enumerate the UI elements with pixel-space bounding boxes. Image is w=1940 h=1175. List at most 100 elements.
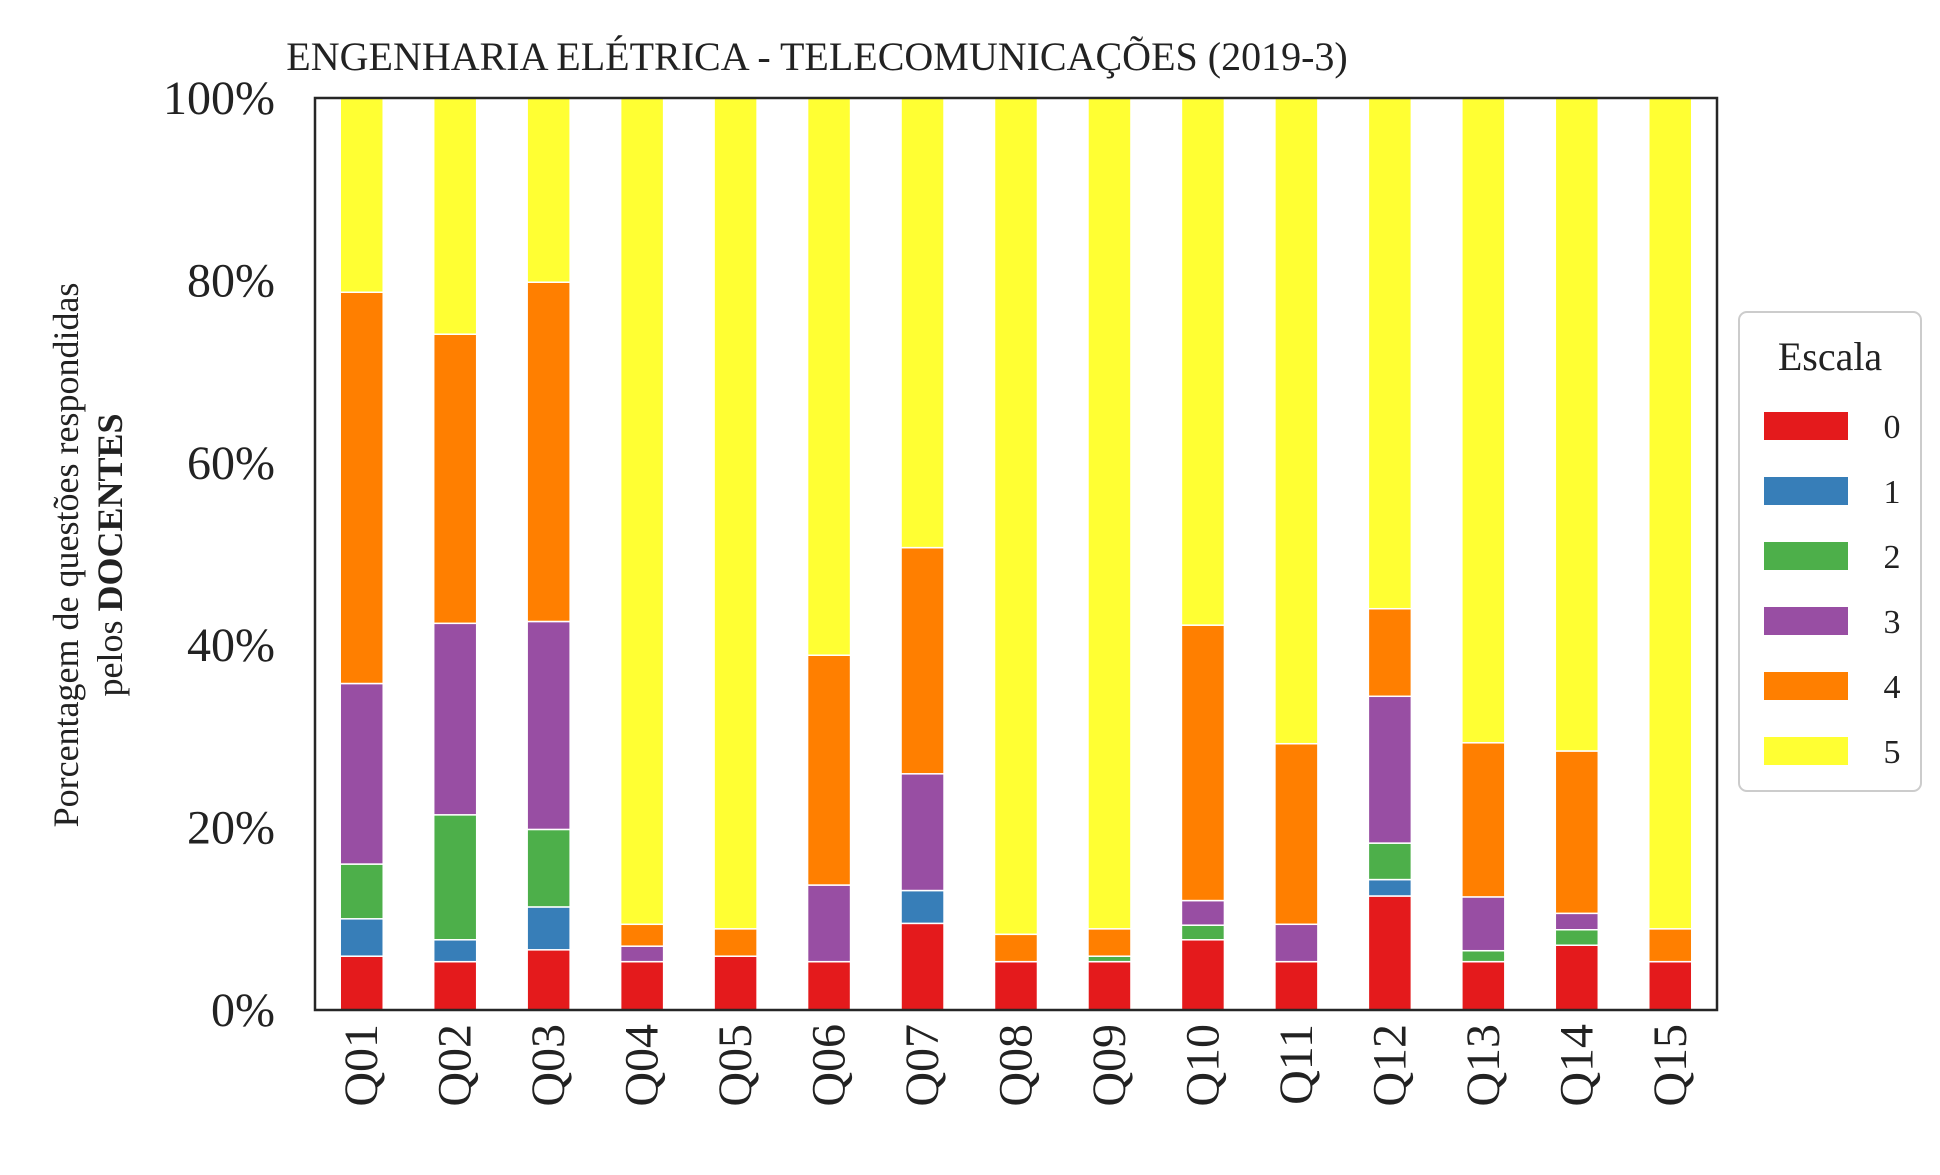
bar-segment-q02-scale-4 xyxy=(432,333,478,625)
x-tick-label-q05: Q05 xyxy=(709,1024,762,1107)
bar-segment-q13-scale-4 xyxy=(1461,742,1506,898)
bar-segment-q06-scale-3 xyxy=(806,884,852,963)
plot-frame xyxy=(313,96,1719,1012)
bar-segment-q14-scale-4 xyxy=(1554,750,1600,915)
y-axis-label: Porcentagem de questões respondidas pelo… xyxy=(46,283,130,828)
x-tick-label-q07: Q07 xyxy=(896,1024,949,1107)
y-axis-label-line2: pelos DOCENTES xyxy=(90,413,130,696)
legend-label-0: 0 xyxy=(1884,409,1901,446)
bar-segment-q13-scale-5 xyxy=(1461,97,1506,744)
bar-segment-q05-scale-5 xyxy=(713,97,758,930)
bar-segment-q06-scale-0 xyxy=(806,960,852,1011)
bar-segment-q12-scale-5 xyxy=(1367,97,1413,610)
bar-segment-q14-scale-2 xyxy=(1554,928,1600,946)
bar-segment-q01-scale-0 xyxy=(339,955,384,1011)
bar-segment-q15-scale-0 xyxy=(1648,960,1693,1011)
legend-label-1: 1 xyxy=(1884,474,1901,511)
bar-segment-q10-scale-3 xyxy=(1180,899,1226,926)
bar-segment-q11-scale-5 xyxy=(1274,97,1319,745)
legend: Escala 0 1 2 3 4 5 xyxy=(1738,311,1922,792)
bar-segment-q13-scale-2 xyxy=(1461,949,1506,963)
bar-segment-q13-scale-3 xyxy=(1461,896,1506,952)
legend-item-2: 2 xyxy=(1764,539,1901,576)
bar-segment-q01-scale-2 xyxy=(339,863,384,920)
x-tick-label-q13: Q13 xyxy=(1457,1024,1510,1107)
bar-segment-q15-scale-4 xyxy=(1648,928,1693,963)
x-ticks-group: Q01 Q02 Q03 Q04 Q05 Q06 Q07 Q08 Q09 Q10 Q11 Q12 Q13 Q… xyxy=(335,1024,1697,1107)
bar-segment-q02-scale-5 xyxy=(432,97,478,335)
x-tick-label-q14: Q14 xyxy=(1550,1024,1603,1107)
bar-segment-q01-scale-5 xyxy=(339,97,384,294)
x-tick-label-q01: Q01 xyxy=(335,1024,388,1107)
bar-segment-q07-scale-1 xyxy=(900,889,945,925)
y-axis-label-line1: Porcentagem de questões respondidas xyxy=(46,283,86,828)
y-axis-label-bold: DOCENTES xyxy=(90,413,130,611)
bar-segment-q09-scale-0 xyxy=(1087,960,1132,1011)
bar-segment-q14-scale-5 xyxy=(1554,97,1600,752)
bar-segment-q07-scale-5 xyxy=(900,97,945,549)
bar-segment-q02-scale-3 xyxy=(432,622,478,816)
x-tick-label-q03: Q03 xyxy=(522,1024,575,1107)
y-ticks-group: 0% 20% 40% 60% 80% 100% xyxy=(163,72,275,1037)
bar-segment-q11-scale-3 xyxy=(1274,923,1319,963)
legend-item-0: 0 xyxy=(1764,409,1901,446)
bar-segment-q02-scale-0 xyxy=(432,960,478,1011)
y-tick-label-0: 0% xyxy=(211,984,275,1037)
bar-segment-q12-scale-0 xyxy=(1367,895,1413,1011)
x-tick-label-q08: Q08 xyxy=(990,1024,1043,1107)
bar-segment-q11-scale-4 xyxy=(1274,742,1319,926)
bar-segment-q06-scale-5 xyxy=(806,97,852,656)
bar-segment-q03-scale-5 xyxy=(526,97,571,283)
bar-segment-q04-scale-3 xyxy=(619,945,665,963)
bar-segment-q04-scale-5 xyxy=(619,97,665,926)
y-tick-label-60: 60% xyxy=(187,437,275,490)
bar-segment-q07-scale-4 xyxy=(900,546,945,775)
legend-item-4: 4 xyxy=(1764,669,1901,706)
x-tick-label-q12: Q12 xyxy=(1363,1024,1416,1107)
x-tick-label-q11: Q11 xyxy=(1270,1024,1323,1105)
bar-segment-q12-scale-4 xyxy=(1367,607,1413,698)
legend-label-2: 2 xyxy=(1884,539,1901,576)
bar-segment-q11-scale-0 xyxy=(1274,960,1319,1011)
bar-segment-q09-scale-5 xyxy=(1087,97,1132,930)
bar-segment-q14-scale-0 xyxy=(1554,944,1600,1011)
bar-segment-q15-scale-5 xyxy=(1648,97,1693,930)
legend-label-5: 5 xyxy=(1884,734,1901,771)
y-tick-label-100: 100% xyxy=(163,72,275,125)
y-tick-label-20: 20% xyxy=(187,802,275,855)
bar-segment-q03-scale-3 xyxy=(526,620,571,831)
bar-segment-q08-scale-4 xyxy=(993,933,1039,963)
bar-segment-q13-scale-0 xyxy=(1461,960,1506,1011)
bar-segment-q10-scale-4 xyxy=(1180,624,1226,902)
bar-segment-q03-scale-0 xyxy=(526,949,571,1011)
bar-segment-q07-scale-0 xyxy=(900,922,945,1011)
y-tick-label-40: 40% xyxy=(187,619,275,672)
legend-swatch-5 xyxy=(1764,737,1848,765)
bar-segment-q01-scale-1 xyxy=(339,918,384,957)
bar-segment-q05-scale-0 xyxy=(713,955,758,1011)
legend-item-3: 3 xyxy=(1764,604,1901,641)
bar-segment-q02-scale-1 xyxy=(432,939,478,963)
bar-segment-q05-scale-4 xyxy=(713,928,758,957)
legend-swatch-4 xyxy=(1764,672,1848,700)
x-tick-label-q02: Q02 xyxy=(429,1024,482,1107)
bar-segment-q03-scale-1 xyxy=(526,906,571,951)
legend-swatch-2 xyxy=(1764,542,1848,570)
legend-label-4: 4 xyxy=(1884,669,1901,706)
bar-segment-q03-scale-4 xyxy=(526,281,571,623)
chart-title: ENGENHARIA ELÉTRICA - TELECOMUNICAÇÕES (… xyxy=(286,34,1347,79)
legend-swatch-1 xyxy=(1764,477,1848,505)
bar-segment-q02-scale-2 xyxy=(432,814,478,941)
bar-segment-q03-scale-2 xyxy=(526,828,571,908)
bar-segment-q12-scale-3 xyxy=(1367,695,1413,844)
legend-item-1: 1 xyxy=(1764,474,1901,511)
y-axis-label-prefix: pelos xyxy=(90,612,130,697)
legend-title: Escala xyxy=(1778,334,1883,379)
x-tick-label-q09: Q09 xyxy=(1083,1024,1136,1107)
legend-label-3: 3 xyxy=(1884,604,1901,641)
bar-segment-q01-scale-4 xyxy=(339,291,384,685)
bar-segment-q06-scale-4 xyxy=(806,654,852,886)
bar-segment-q14-scale-3 xyxy=(1554,912,1600,931)
legend-items: 0 1 2 3 4 5 xyxy=(1764,409,1901,771)
